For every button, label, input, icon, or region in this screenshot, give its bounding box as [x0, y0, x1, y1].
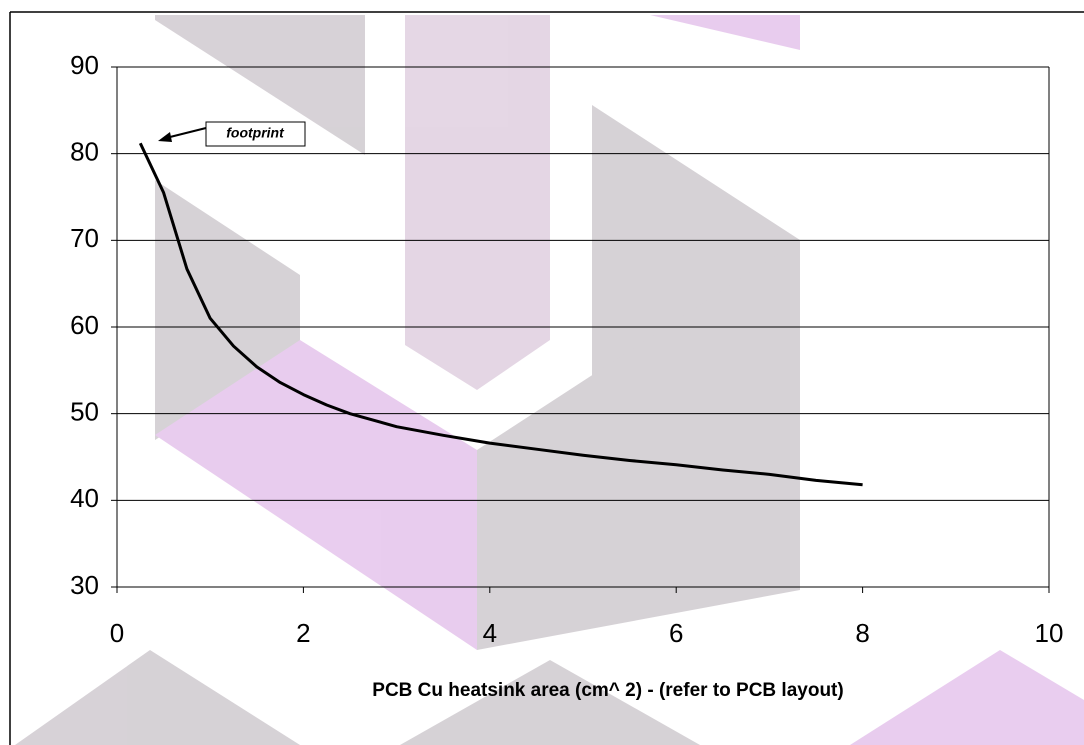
y-tick-label: 80	[70, 137, 99, 167]
x-tick-label: 0	[110, 618, 124, 648]
watermark	[15, 15, 1084, 745]
x-tick-label: 10	[1035, 618, 1064, 648]
y-tick-label: 70	[70, 223, 99, 253]
annotation: footprint	[226, 125, 285, 141]
y-tick-label: 40	[70, 483, 99, 513]
data-line	[138, 142, 863, 487]
x-tick-label: 4	[483, 618, 497, 648]
annotation-arrow	[165, 127, 207, 139]
y-tick-label: 50	[70, 397, 99, 427]
x-tick-label: 8	[855, 618, 869, 648]
y-tick-label: 30	[70, 570, 99, 600]
x-axis-label: PCB Cu heatsink area (cm^ 2) - (refer to…	[372, 680, 843, 701]
x-tick-label: 2	[296, 618, 310, 648]
x-tick-label: 6	[669, 618, 683, 648]
annotation-box	[205, 121, 306, 147]
y-tick-label: 90	[70, 50, 99, 80]
annotation-arrowhead	[158, 132, 172, 142]
y-tick-label: 60	[70, 310, 99, 340]
